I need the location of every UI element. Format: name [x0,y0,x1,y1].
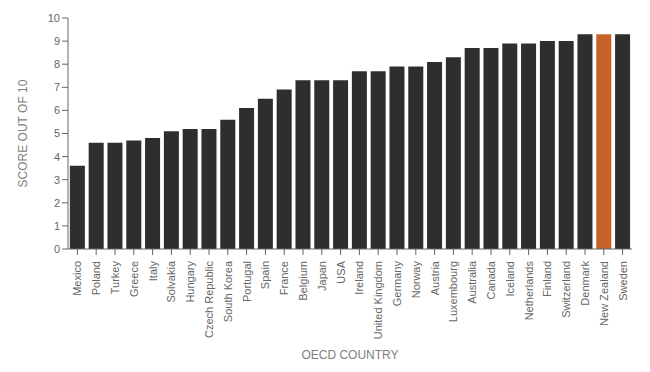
svg-text:10: 10 [48,12,60,24]
svg-text:Iceland: Iceland [504,261,516,296]
svg-text:1: 1 [54,220,60,232]
svg-text:9: 9 [54,35,60,47]
svg-text:South Korea: South Korea [222,260,234,322]
svg-text:Italy: Italy [147,261,159,282]
svg-text:United Kingdom: United Kingdom [372,261,384,339]
svg-text:7: 7 [54,81,60,93]
svg-text:5: 5 [54,127,60,139]
svg-text:Hungary: Hungary [184,261,196,303]
svg-text:Australia: Australia [466,260,478,304]
svg-text:Mexico: Mexico [71,261,83,296]
svg-text:Switzerland: Switzerland [560,261,572,318]
svg-text:2: 2 [54,197,60,209]
svg-text:Austria: Austria [429,260,441,295]
svg-text:USA: USA [335,260,347,283]
svg-text:OECD COUNTRY: OECD COUNTRY [301,348,398,362]
svg-text:Japan: Japan [316,261,328,291]
svg-text:Ireland: Ireland [353,261,365,295]
svg-text:Norway: Norway [410,261,422,299]
svg-text:Solvakia: Solvakia [165,260,177,302]
svg-text:Belgium: Belgium [297,261,309,301]
svg-text:0: 0 [54,243,60,255]
svg-text:Sweden: Sweden [617,261,629,301]
svg-text:Canada: Canada [485,260,497,299]
svg-text:Finland: Finland [541,261,553,297]
svg-text:Spain: Spain [259,261,271,289]
svg-text:8: 8 [54,58,60,70]
svg-text:Germany: Germany [391,261,403,307]
svg-text:Greece: Greece [128,261,140,297]
svg-text:Turkey: Turkey [109,261,121,295]
svg-text:Denmark: Denmark [579,261,591,306]
svg-text:Czech Republic: Czech Republic [203,261,215,339]
svg-text:6: 6 [54,104,60,116]
svg-text:France: France [278,261,290,295]
svg-text:Poland: Poland [90,261,102,295]
svg-text:SCORE OUT OF 10: SCORE OUT OF 10 [16,79,30,187]
svg-text:3: 3 [54,174,60,186]
svg-text:New Zealand: New Zealand [598,261,610,326]
svg-text:Portugal: Portugal [241,261,253,302]
svg-text:4: 4 [54,151,60,163]
svg-text:Luxembourg: Luxembourg [447,261,459,322]
svg-text:Netherlands: Netherlands [523,261,535,321]
